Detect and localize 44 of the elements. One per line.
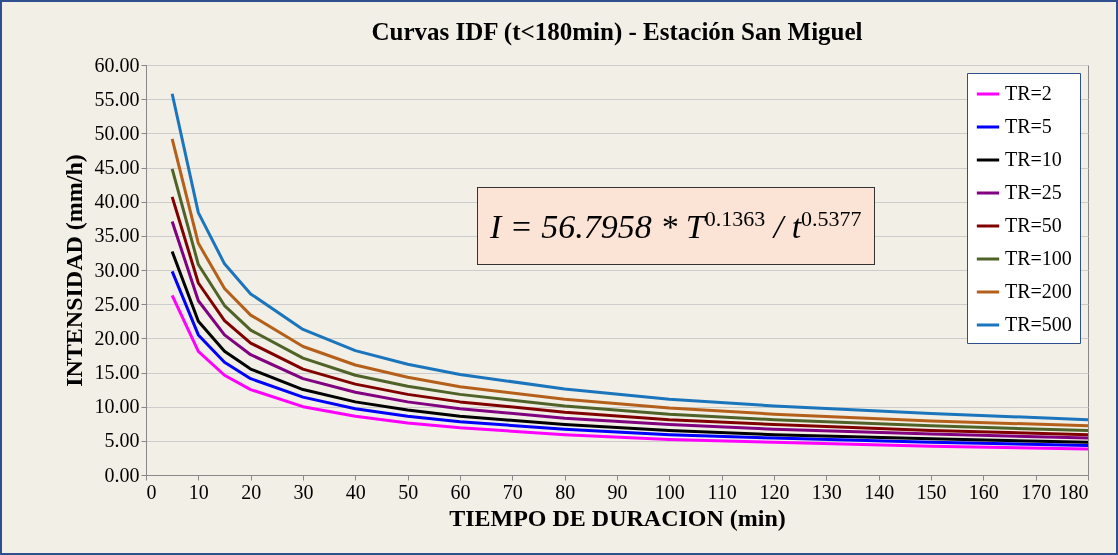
- legend-label: TR=5: [1005, 115, 1052, 137]
- y-tick-label: 25.00: [94, 292, 140, 315]
- x-tick-label: 160: [968, 480, 999, 503]
- chart-title: Curvas IDF (t<180min) - Estación San Miguel: [371, 18, 863, 46]
- y-tick-label: 60.00: [94, 53, 140, 76]
- x-tick-label: 120: [759, 480, 790, 503]
- y-tick-label: 10.00: [94, 395, 140, 418]
- y-tick-label: 45.00: [94, 156, 140, 178]
- x-tick-label: 20: [241, 480, 262, 503]
- y-tick-label: 50.00: [94, 121, 140, 144]
- x-tick-label: 30: [293, 480, 314, 503]
- y-tick-label: 0.00: [104, 463, 140, 486]
- x-tick-label: 40: [345, 480, 366, 503]
- annotation: I = 56.7958 * T$^{0.1363}$ / t$^{0.5377}$: [477, 187, 875, 266]
- y-tick-label: 30.00: [94, 258, 140, 281]
- legend-label: TR=500: [1005, 313, 1072, 335]
- x-axis-title: TIEMPO DE DURACION (min): [449, 504, 786, 531]
- y-tick-label: 35.00: [94, 224, 140, 247]
- x-tick-label: 180: [1058, 480, 1089, 503]
- x-tick-label: 80: [555, 480, 576, 503]
- x-tick-label: 140: [864, 480, 895, 503]
- legend-label: TR=200: [1005, 280, 1072, 302]
- x-tick-label: 100: [654, 480, 685, 503]
- x-tick-label: 130: [811, 480, 842, 503]
- x-tick-label: 110: [707, 480, 737, 503]
- x-tick-label: 60: [450, 480, 471, 503]
- x-tick-label: 10: [188, 480, 209, 503]
- legend-label: TR=10: [1005, 148, 1062, 170]
- y-axis-title: INTENSIDAD (mm/h): [60, 154, 87, 387]
- y-tick-label: 15.00: [94, 361, 140, 383]
- y-tick-label: 40.00: [94, 190, 140, 213]
- x-tick-label: 50: [398, 480, 419, 503]
- x-tick-label: 70: [502, 480, 523, 503]
- y-tick-label: 5.00: [104, 429, 140, 452]
- y-tick-label: 20.00: [94, 326, 140, 349]
- legend-label: TR=100: [1005, 247, 1072, 269]
- x-tick-label: 170: [1021, 480, 1052, 503]
- legend-label: TR=25: [1005, 181, 1062, 203]
- x-tick-label: 0: [146, 480, 157, 503]
- x-tick-label: 150: [916, 480, 947, 503]
- legend-label: TR=2: [1005, 82, 1052, 104]
- legend-label: TR=50: [1005, 214, 1062, 236]
- x-tick-label: 90: [607, 480, 628, 503]
- y-tick-label: 55.00: [94, 87, 140, 110]
